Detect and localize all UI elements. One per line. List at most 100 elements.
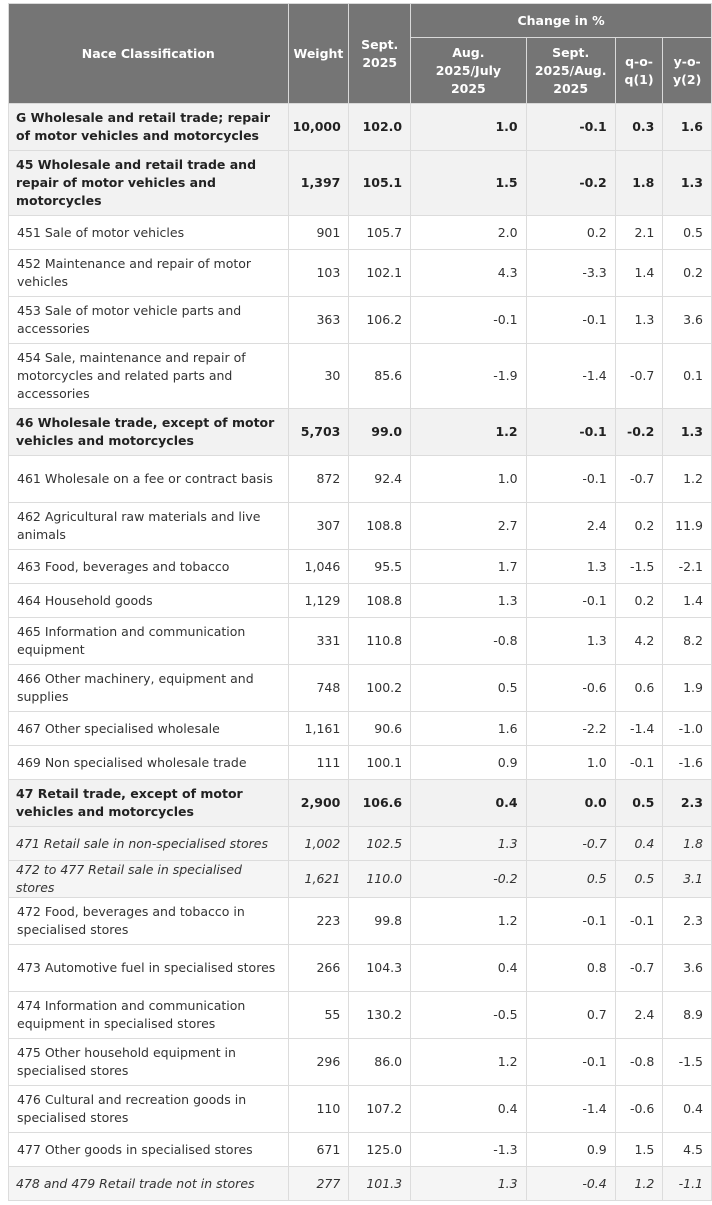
table-row: 464 Household goods 1,129 108.8 1.3 -0.1 0.2 1… xyxy=(8,583,712,618)
cell-qoq: 1.4 xyxy=(614,249,664,297)
row-label: 466 Other machinery, equipment and suppl… xyxy=(8,664,289,712)
cell-yoy: 3.6 xyxy=(662,296,712,344)
cell-aug-july: -0.2 xyxy=(410,860,527,898)
cell-sept-aug: 1.0 xyxy=(525,745,616,780)
row-label: 46 Wholesale trade, except of motor vehi… xyxy=(8,408,289,456)
cell-yoy: 3.1 xyxy=(662,860,712,898)
cell-sept-aug: 0.0 xyxy=(525,779,616,827)
table-row: 453 Sale of motor vehicle parts and acce… xyxy=(8,296,712,344)
cell-weight: 5,703 xyxy=(287,408,350,456)
cell-qoq: 0.2 xyxy=(614,583,664,618)
cell-sept: 99.0 xyxy=(348,408,412,456)
cell-aug-july: 1.2 xyxy=(410,408,527,456)
cell-sept: 86.0 xyxy=(348,1038,412,1086)
cell-aug-july: 1.2 xyxy=(410,1038,527,1086)
table-row: 475 Other household equipment in special… xyxy=(8,1038,712,1086)
header-weight: Weight xyxy=(287,3,350,104)
cell-aug-july: 0.4 xyxy=(410,779,527,827)
cell-yoy: 8.9 xyxy=(662,991,712,1039)
cell-qoq: -0.8 xyxy=(614,1038,664,1086)
cell-sept: 110.8 xyxy=(348,617,412,665)
cell-yoy: 1.9 xyxy=(662,664,712,712)
cell-weight: 307 xyxy=(287,502,350,550)
row-label: 453 Sale of motor vehicle parts and acce… xyxy=(8,296,289,344)
cell-sept: 108.8 xyxy=(348,502,412,550)
cell-qoq: -0.7 xyxy=(614,944,664,992)
cell-yoy: 1.6 xyxy=(662,103,712,151)
cell-sept-aug: -0.1 xyxy=(525,103,616,151)
cell-aug-july: -0.5 xyxy=(410,991,527,1039)
cell-yoy: 0.1 xyxy=(662,343,712,409)
cell-aug-july: 0.4 xyxy=(410,1085,527,1133)
cell-yoy: -1.5 xyxy=(662,1038,712,1086)
row-label: 472 Food, beverages and tobacco in speci… xyxy=(8,897,289,945)
cell-weight: 30 xyxy=(287,343,350,409)
row-label: 469 Non specialised wholesale trade xyxy=(8,745,289,780)
row-label: 467 Other specialised wholesale xyxy=(8,711,289,746)
cell-yoy: 0.4 xyxy=(662,1085,712,1133)
cell-weight: 103 xyxy=(287,249,350,297)
table-row: 461 Wholesale on a fee or contract basis… xyxy=(8,455,712,503)
table-row: 478 and 479 Retail trade not in stores 27… xyxy=(8,1166,712,1201)
cell-yoy: -1.0 xyxy=(662,711,712,746)
header-sept-2025: Sept. 2025 xyxy=(348,3,412,104)
table-row: 465 Information and communication equipm… xyxy=(8,617,712,665)
table-row: 467 Other specialised wholesale 1,161 90.6… xyxy=(8,711,712,746)
cell-weight: 1,161 xyxy=(287,711,350,746)
header-sept-aug: Sept. 2025/Aug. 2025 xyxy=(525,37,616,104)
cell-sept: 106.6 xyxy=(348,779,412,827)
cell-aug-july: 1.0 xyxy=(410,103,527,151)
cell-aug-july: 1.7 xyxy=(410,549,527,584)
cell-yoy: -1.1 xyxy=(662,1166,712,1201)
cell-sept: 95.5 xyxy=(348,549,412,584)
cell-sept: 104.3 xyxy=(348,944,412,992)
cell-sept: 102.0 xyxy=(348,103,412,151)
header-nace: Nace Classification xyxy=(8,3,289,104)
cell-sept-aug: 0.2 xyxy=(525,215,616,250)
cell-qoq: -0.6 xyxy=(614,1085,664,1133)
cell-weight: 10,000 xyxy=(287,103,350,151)
cell-sept: 107.2 xyxy=(348,1085,412,1133)
cell-aug-july: 2.7 xyxy=(410,502,527,550)
cell-weight: 2,900 xyxy=(287,779,350,827)
cell-weight: 331 xyxy=(287,617,350,665)
cell-sept: 130.2 xyxy=(348,991,412,1039)
cell-qoq: -0.1 xyxy=(614,745,664,780)
cell-aug-july: 2.0 xyxy=(410,215,527,250)
cell-weight: 671 xyxy=(287,1132,350,1167)
cell-yoy: 8.2 xyxy=(662,617,712,665)
cell-aug-july: 1.2 xyxy=(410,897,527,945)
cell-yoy: 3.6 xyxy=(662,944,712,992)
cell-qoq: -0.2 xyxy=(614,408,664,456)
cell-qoq: -0.7 xyxy=(614,343,664,409)
table-row: 452 Maintenance and repair of motor vehi… xyxy=(8,249,712,297)
cell-sept: 101.3 xyxy=(348,1166,412,1201)
cell-qoq: 0.3 xyxy=(614,103,664,151)
cell-weight: 277 xyxy=(287,1166,350,1201)
cell-yoy: 0.5 xyxy=(662,215,712,250)
cell-qoq: 0.5 xyxy=(614,860,664,898)
row-label: 463 Food, beverages and tobacco xyxy=(8,549,289,584)
cell-qoq: 0.5 xyxy=(614,779,664,827)
cell-qoq: 4.2 xyxy=(614,617,664,665)
cell-aug-july: -1.9 xyxy=(410,343,527,409)
cell-sept: 102.5 xyxy=(348,826,412,861)
cell-sept: 110.0 xyxy=(348,860,412,898)
cell-weight: 1,002 xyxy=(287,826,350,861)
table-row: 477 Other goods in specialised stores 671… xyxy=(8,1132,712,1167)
cell-aug-july: 1.0 xyxy=(410,455,527,503)
cell-sept-aug: 0.8 xyxy=(525,944,616,992)
cell-qoq: 1.2 xyxy=(614,1166,664,1201)
header-aug-july: Aug. 2025/July 2025 xyxy=(410,37,527,104)
table-row: 463 Food, beverages and tobacco 1,046 95.5… xyxy=(8,549,712,584)
cell-sept: 105.1 xyxy=(348,150,412,216)
cell-yoy: 1.4 xyxy=(662,583,712,618)
row-label: 477 Other goods in specialised stores xyxy=(8,1132,289,1167)
table-row: G Wholesale and retail trade; repair of … xyxy=(8,103,712,151)
cell-sept-aug: -1.4 xyxy=(525,343,616,409)
cell-weight: 266 xyxy=(287,944,350,992)
cell-weight: 748 xyxy=(287,664,350,712)
cell-qoq: 0.2 xyxy=(614,502,664,550)
row-label: 451 Sale of motor vehicles xyxy=(8,215,289,250)
cell-yoy: 2.3 xyxy=(662,897,712,945)
